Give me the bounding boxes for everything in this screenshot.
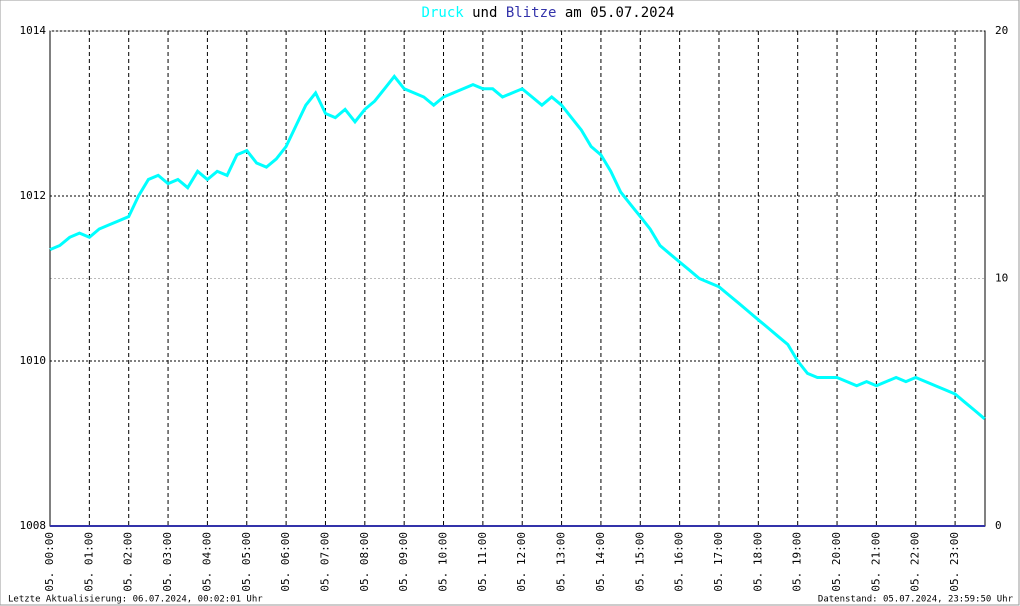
x-tick-label: 05. 03:00	[161, 532, 174, 592]
x-tick-label: 05. 05:00	[240, 532, 253, 592]
y2-tick-label: 0	[995, 519, 1002, 532]
data-line	[49, 73, 986, 420]
x-tick-label: 05. 14:00	[594, 532, 607, 592]
footer-right: Datenstand: 05.07.2024, 23:59:50 Uhr	[818, 595, 1014, 605]
x-tick-label: 05. 13:00	[555, 532, 568, 592]
x-tick-label: 05. 02:00	[122, 532, 135, 592]
x-tick-label: 05. 04:00	[200, 532, 213, 592]
x-tick-label: 05. 20:00	[830, 532, 843, 592]
x-tick-label: 05. 23:00	[948, 532, 961, 592]
title-series-2: Blitze	[506, 5, 557, 21]
x-tick-label: 05. 17:00	[712, 532, 725, 592]
x-tick-label: 05. 10:00	[437, 532, 450, 592]
y2-tick-label: 10	[995, 272, 1008, 285]
x-tick-label: 05. 18:00	[751, 532, 764, 592]
x-tick-label: 05. 12:00	[515, 532, 528, 592]
x-tick-label: 05. 08:00	[358, 532, 371, 592]
x-tick-label: 05. 11:00	[476, 532, 489, 592]
x-tick-label: 05. 22:00	[909, 532, 922, 592]
x-tick-label: 05. 07:00	[318, 532, 331, 592]
y2-tick-label: 20	[995, 24, 1008, 37]
title-connector: und	[472, 5, 497, 21]
x-tick-label: 05. 01:00	[82, 532, 95, 592]
title-date: am 05.07.2024	[565, 5, 675, 21]
title-series-1: Druck	[422, 5, 465, 21]
x-tick-label: 05. 09:00	[397, 532, 410, 592]
y-tick-label: 1012	[20, 189, 47, 202]
footer-left: Letzte Aktualisierung: 06.07.2024, 00:02…	[8, 595, 263, 605]
x-tick-label: 05. 15:00	[633, 532, 646, 592]
chart-title: Druck und Blitze am 05.07.2024	[422, 5, 675, 21]
x-tick-label: 05. 06:00	[279, 532, 292, 592]
x-tick-label: 05. 00:00	[43, 532, 56, 592]
y-tick-label: 1010	[20, 354, 47, 367]
x-tick-label: 05. 21:00	[869, 532, 882, 592]
x-tick-label: 05. 16:00	[673, 532, 686, 592]
y-tick-label: 1008	[20, 519, 47, 532]
y-tick-label: 1014	[20, 24, 47, 37]
x-tick-label: 05. 19:00	[791, 532, 804, 592]
